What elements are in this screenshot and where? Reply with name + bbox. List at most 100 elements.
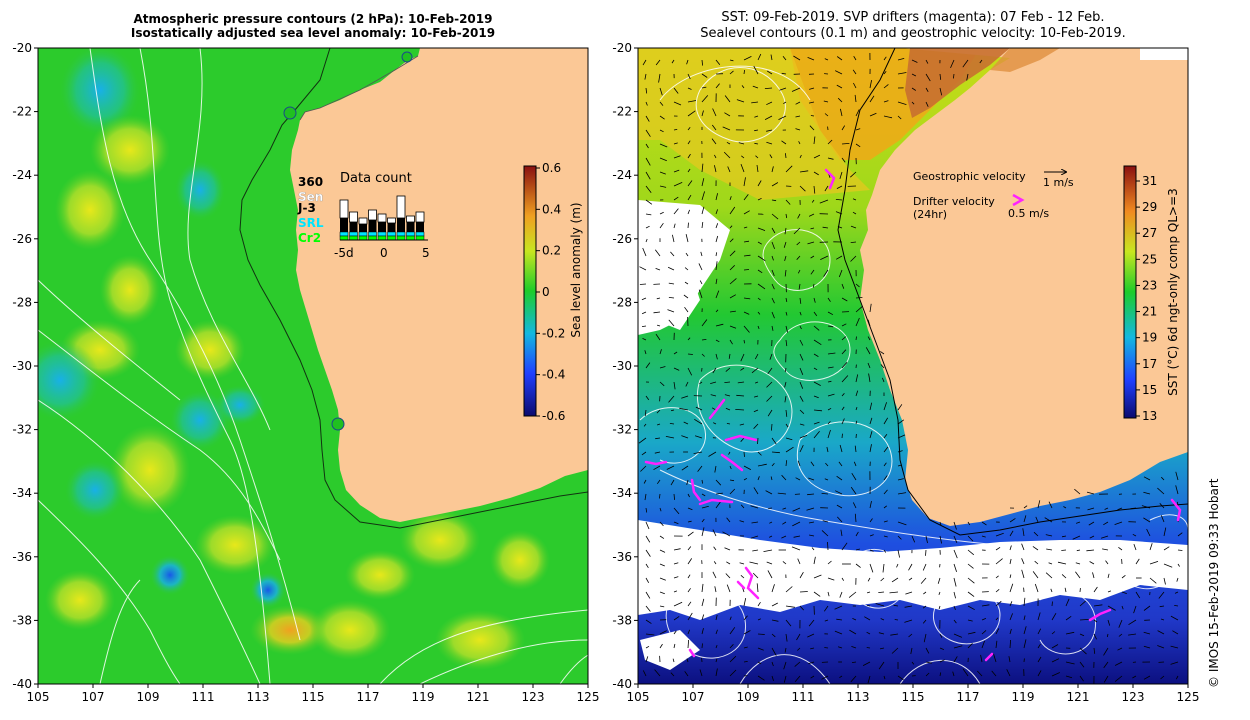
- x-tick-label: 107: [82, 690, 105, 704]
- x-tick-label: 115: [902, 690, 925, 704]
- drifter-label-1: Drifter velocity: [913, 195, 995, 208]
- y-tick-label: -20: [12, 41, 32, 55]
- colorbar-tick: 31: [1142, 174, 1157, 188]
- australia-land-right: [860, 48, 1188, 526]
- colorbar-tick: 17: [1142, 357, 1157, 371]
- colorbar-tick: 13: [1142, 409, 1157, 423]
- right-map: [638, 48, 1188, 684]
- drifter-scale-arrow: [1012, 193, 1025, 207]
- sla-colorbar-label: Sea level anomaly (m): [569, 202, 583, 337]
- x-tick-label: 123: [1122, 690, 1145, 704]
- colorbar-tick: 0: [542, 285, 550, 299]
- data-count-legend-item: 360: [298, 175, 323, 189]
- left-title-line1: Atmospheric pressure contours (2 hPa): 1…: [133, 12, 493, 26]
- left-map-axes: 105 107 109 111 113 115 117 119 121 123 125 -20 -22 -…: [12, 41, 599, 704]
- geostrophic-velocity-arrows: [638, 52, 1183, 684]
- dc-tick-5: 5: [422, 246, 430, 260]
- dc-tick-0: 0: [380, 246, 388, 260]
- y-tick-label: -26: [612, 232, 632, 246]
- x-tick-label: 123: [522, 690, 545, 704]
- colorbar-tick: -0.2: [542, 326, 565, 340]
- x-tick-label: 113: [847, 690, 870, 704]
- y-tick-label: -22: [12, 105, 32, 119]
- x-tick-label: 105: [627, 690, 650, 704]
- x-tick-label: 111: [792, 690, 815, 704]
- y-tick-label: -36: [612, 550, 632, 564]
- y-tick-label: -28: [12, 295, 32, 309]
- imos-credit: © IMOS 15-Feb-2019 09:33 Hobart: [1207, 478, 1221, 688]
- y-tick-label: -32: [12, 423, 32, 437]
- sst-colorbar: 31 29 27 25 23 21 19 17 15 13 SST (°C) 6d ngt-onl…: [1123, 165, 1180, 423]
- y-tick-label: -34: [12, 486, 32, 500]
- data-count-legend-item: Cr2: [298, 231, 321, 245]
- y-tick-label: -20: [612, 41, 632, 55]
- velocity-legend: Geostrophic velocity 1 m/s Drifter veloc…: [913, 170, 1074, 221]
- y-tick-label: -36: [12, 550, 32, 564]
- left-map: [38, 48, 588, 684]
- y-tick-label: -30: [612, 359, 632, 373]
- right-title-line2: Sealevel contours (0.1 m) and geostrophi…: [700, 26, 1126, 41]
- svp-drifter-tracks: [644, 168, 1182, 662]
- colorbar-tick: 15: [1142, 383, 1157, 397]
- x-tick-label: 119: [1012, 690, 1035, 704]
- data-count-title: Data count: [340, 171, 412, 186]
- y-tick-label: -30: [12, 359, 32, 373]
- colorbar-tick: 29: [1142, 200, 1157, 214]
- data-count-legend-item: J-3: [297, 201, 316, 215]
- x-tick-label: 125: [1177, 690, 1200, 704]
- y-tick-label: -34: [612, 486, 632, 500]
- y-tick-label: -38: [612, 613, 632, 627]
- y-tick-label: -24: [612, 168, 632, 182]
- x-tick-label: 117: [357, 690, 380, 704]
- drifter-label-2: (24hr): [913, 208, 947, 221]
- right-map-axes: 105 107 109 111 113 115 117 119 121 123 125 -20 -22 -…: [612, 41, 1199, 704]
- right-title-line1: SST: 09-Feb-2019. SVP drifters (magenta)…: [721, 10, 1105, 25]
- data-count-legend-item: SRL: [298, 216, 324, 230]
- x-tick-label: 109: [737, 690, 760, 704]
- y-tick-label: -40: [12, 677, 32, 691]
- dc-tick-neg5: -5d: [334, 246, 354, 260]
- x-tick-label: 113: [247, 690, 270, 704]
- drifter-scale-label: 0.5 m/s: [1008, 207, 1049, 220]
- colorbar-tick: 23: [1142, 278, 1157, 292]
- x-tick-label: 105: [27, 690, 50, 704]
- colorbar-tick: 0.2: [542, 244, 561, 258]
- left-title-line2: Isostatically adjusted sea level anomaly…: [130, 26, 496, 40]
- x-tick-label: 115: [302, 690, 325, 704]
- colorbar-tick: 0.6: [542, 161, 561, 175]
- colorbar-tick: 27: [1142, 226, 1157, 240]
- colorbar-tick: 25: [1142, 252, 1157, 266]
- colorbar-tick: 0.4: [542, 202, 561, 216]
- x-tick-label: 121: [467, 690, 490, 704]
- sla-anomaly-blobs: [38, 48, 550, 670]
- y-tick-label: -24: [12, 168, 32, 182]
- y-tick-label: -22: [612, 105, 632, 119]
- pressure-contours: [38, 48, 588, 684]
- x-tick-label: 111: [192, 690, 215, 704]
- right-map-title: SST: 09-Feb-2019. SVP drifters (magenta)…: [638, 10, 1188, 42]
- sla-colorbar: 0.6 0.4 0.2 0 -0.2 -0.4 -0.6 Sea level anomaly…: [523, 161, 583, 423]
- data-count-legend-item: Sen: [298, 190, 323, 204]
- sealevel-contours: [639, 65, 1188, 684]
- sst-colorbar-label: SST (°C) 6d ngt-only comp QL>=3: [1166, 188, 1180, 396]
- colorbar-tick: -0.6: [542, 409, 565, 423]
- x-tick-label: 109: [137, 690, 160, 704]
- x-tick-label: 119: [412, 690, 435, 704]
- y-tick-label: -32: [612, 423, 632, 437]
- colorbar-tick: 19: [1142, 331, 1157, 345]
- x-tick-label: 121: [1067, 690, 1090, 704]
- y-tick-label: -40: [612, 677, 632, 691]
- colorbar-tick: -0.4: [542, 368, 565, 382]
- x-tick-label: 117: [957, 690, 980, 704]
- geo-scale-label: 1 m/s: [1043, 176, 1074, 189]
- y-tick-label: -38: [12, 613, 32, 627]
- y-tick-label: -28: [612, 295, 632, 309]
- y-tick-label: -26: [12, 232, 32, 246]
- colorbar-tick: 21: [1142, 305, 1157, 319]
- geo-velocity-label: Geostrophic velocity: [913, 170, 1026, 183]
- australia-land-left: [290, 48, 588, 522]
- x-tick-label: 107: [682, 690, 705, 704]
- left-map-title: Atmospheric pressure contours (2 hPa): 1…: [38, 12, 588, 40]
